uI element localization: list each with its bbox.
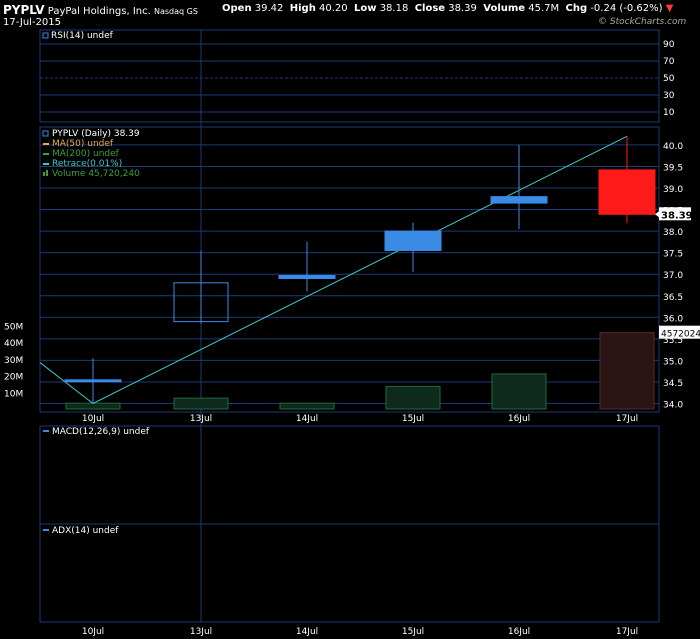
- candle-body: [598, 169, 656, 215]
- chart-header: PYPLV PayPal Holdings, Inc. Nasdaq GS: [3, 3, 198, 17]
- last-price-tag: [659, 207, 691, 221]
- x-axis-label-bottom: 15Jul: [402, 627, 424, 637]
- x-axis-label: 14Jul: [296, 414, 318, 424]
- volume-bar: [491, 373, 547, 410]
- volume-label: Volume: [483, 3, 526, 14]
- chg-label: Chg: [565, 3, 588, 14]
- volume-tick-label: 10M: [4, 389, 23, 399]
- macd-legend: MACD(12,26,9) undef: [52, 427, 150, 437]
- volume-value: 45.7M: [528, 3, 560, 14]
- candle-body: [278, 274, 336, 280]
- exchange-name: Nasdaq GS: [154, 7, 198, 16]
- volume-bar: [173, 397, 229, 410]
- rsi-panel-frame: [39, 29, 660, 123]
- rsi-legend: RSI(14) undef: [51, 31, 114, 41]
- last-price-pointer: [655, 211, 659, 218]
- x-axis-label-bottom: 16Jul: [508, 627, 530, 637]
- rsi-legend-icon: [42, 32, 49, 39]
- rsi-tick-label: 10: [663, 108, 675, 118]
- high-label: High: [289, 3, 316, 14]
- rsi-tick-label: 50: [663, 74, 675, 84]
- price-legend-entry: Volume 45,720,240: [52, 169, 140, 179]
- volume-tick-label: 20M: [4, 373, 23, 383]
- high-value: 40.20: [319, 3, 348, 14]
- candle-body: [384, 230, 442, 251]
- down-arrow-icon: ▼: [665, 3, 674, 14]
- x-axis-label: 13Jul: [190, 414, 212, 424]
- price-tick-label: 39.5: [663, 163, 683, 173]
- rsi-tick-label: 70: [663, 57, 675, 67]
- price-legend-entry: MA(200) undef: [52, 149, 120, 159]
- macd-panel-frame: [39, 425, 660, 525]
- volume-bar: [279, 402, 335, 410]
- rsi-tick-label: 30: [663, 91, 675, 101]
- close-label: Close: [414, 3, 446, 14]
- price-tick-label: 37.5: [663, 250, 683, 260]
- rsi-tick-label: 90: [663, 40, 675, 50]
- volume-bar: [385, 385, 441, 410]
- low-value: 38.18: [379, 3, 409, 14]
- volume-tick-label: 50M: [4, 323, 23, 333]
- chart-date: 17-Jul-2015: [3, 17, 62, 28]
- x-axis-label: 15Jul: [402, 414, 424, 424]
- copyright: © StockCharts.com: [598, 17, 687, 27]
- x-axis-label-bottom: 14Jul: [296, 627, 318, 637]
- candle-icon: [42, 130, 49, 137]
- price-tick-label: 38.0: [663, 228, 683, 238]
- candle-body: [64, 379, 122, 383]
- x-axis-label: 16Jul: [508, 414, 530, 424]
- volume-icon: [46, 170, 48, 176]
- low-label: Low: [354, 3, 377, 14]
- ohlc-summary: Open 39.42 High 40.20 Low 38.18 Close 38…: [222, 3, 673, 14]
- x-axis-label: 17Jul: [616, 414, 638, 424]
- company-name: PayPal Holdings, Inc.: [47, 6, 151, 17]
- x-axis-label-bottom: 17Jul: [616, 627, 638, 637]
- volume-icon: [43, 172, 45, 176]
- price-tick-label: 40.0: [663, 142, 683, 152]
- last-price-tag-text: 38.39: [661, 210, 693, 221]
- open-label: Open: [222, 3, 252, 14]
- price-legend-entry: Retrace(0.01%): [52, 159, 122, 169]
- volume-tick-label: 40M: [4, 339, 23, 349]
- open-value: 39.42: [254, 3, 284, 14]
- price-panel-frame: [39, 126, 660, 413]
- price-tick-label: 36.5: [663, 293, 683, 303]
- price-legend-entry: MA(50) undef: [52, 139, 114, 149]
- price-tick-label: 34.0: [663, 401, 683, 411]
- volume-tick-label: 30M: [4, 356, 23, 366]
- last-volume-tag-text: 45720240: [661, 330, 700, 340]
- x-axis-label-bottom: 10Jul: [82, 627, 104, 637]
- price-tick-label: 39.0: [663, 185, 683, 195]
- price-tick-label: 36.0: [663, 314, 683, 324]
- price-tick-label: 35.0: [663, 357, 683, 367]
- price-tick-label: 34.5: [663, 379, 683, 389]
- last-volume-tag: [659, 325, 700, 339]
- x-axis-label-bottom: 13Jul: [190, 627, 212, 637]
- price-tick-label: 35.5: [663, 336, 683, 346]
- price-tick-label: 37.0: [663, 271, 683, 281]
- close-value: 38.39: [448, 3, 477, 14]
- price-legend-entry: PYPLV (Daily) 38.39: [52, 129, 140, 139]
- chg-value: -0.24 (-0.62%): [590, 3, 663, 14]
- candle-body: [490, 196, 548, 204]
- candle-body: [173, 282, 229, 323]
- adx-legend: ADX(14) undef: [52, 526, 119, 536]
- x-axis-label: 10Jul: [82, 414, 104, 424]
- adx-panel-frame: [39, 523, 660, 623]
- ticker-symbol: PYPLV: [3, 3, 45, 17]
- volume-bar: [599, 332, 655, 410]
